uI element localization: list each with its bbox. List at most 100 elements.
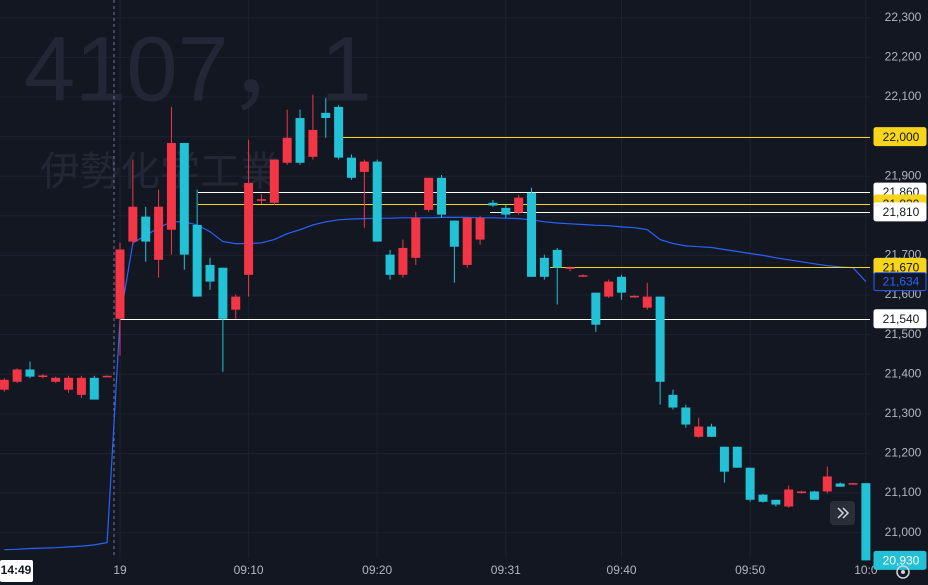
- plot: [0, 94, 871, 561]
- candle-body: [655, 296, 665, 382]
- candle-body: [102, 375, 112, 378]
- y-tick-label: 22,100: [885, 89, 922, 103]
- candle-body: [694, 426, 704, 437]
- candle-body: [591, 292, 601, 325]
- price-tag-label: 21,810: [883, 205, 920, 219]
- candle-body: [218, 267, 228, 319]
- candle-body: [552, 249, 562, 268]
- candle-body: [617, 276, 627, 293]
- candle-body: [179, 142, 189, 255]
- scroll-button[interactable]: [830, 501, 855, 525]
- candle-body: [115, 249, 125, 319]
- x-tick-label: 09:20: [362, 563, 392, 577]
- x-tick-label: 19: [113, 563, 127, 577]
- candle-body: [604, 281, 614, 297]
- price-tag-label: 20,930: [883, 554, 920, 568]
- candle-body: [346, 157, 356, 178]
- candle-body: [835, 483, 845, 487]
- candle-body: [514, 197, 524, 213]
- candle-body: [527, 192, 537, 277]
- x-tick-label: 09:10: [234, 563, 264, 577]
- candle-body: [539, 257, 549, 277]
- candle-body: [372, 161, 382, 242]
- y-tick-label: 21,000: [885, 525, 922, 539]
- candle-body: [282, 137, 292, 163]
- candle-body: [256, 199, 266, 201]
- candle-body: [771, 499, 781, 505]
- candle-body: [308, 129, 318, 157]
- candle-body: [385, 254, 395, 275]
- candle-body: [334, 106, 344, 158]
- price-tag: [873, 272, 927, 292]
- price-tag-label: 21,540: [883, 312, 920, 326]
- watermark-code: 4107，1: [24, 18, 372, 120]
- candle-body: [205, 264, 215, 282]
- candle-body: [437, 177, 446, 215]
- candle-body: [0, 379, 9, 390]
- candle-body: [629, 295, 639, 298]
- candle-body: [12, 369, 22, 382]
- price-tag: [873, 309, 927, 329]
- time-tag: [0, 560, 33, 582]
- y-tick-label: 21,200: [885, 446, 922, 460]
- candle-body: [758, 494, 768, 502]
- y-tick-label: 21,900: [885, 168, 922, 182]
- candle-body: [141, 216, 151, 242]
- x-tick-label: 10:0: [854, 563, 878, 577]
- candle-body: [449, 220, 459, 247]
- candle-body: [244, 182, 254, 275]
- candle-body: [797, 491, 807, 494]
- candle-body: [154, 206, 164, 260]
- candle-body: [809, 491, 819, 500]
- settings-icon[interactable]: [896, 565, 910, 579]
- x-tick-label: 09:50: [735, 563, 765, 577]
- candle-body: [745, 467, 755, 500]
- candle-body: [128, 206, 138, 242]
- candle-body: [295, 118, 305, 163]
- candle-body: [76, 377, 86, 395]
- scroll-icon[interactable]: [837, 507, 850, 519]
- candle-body: [707, 426, 717, 437]
- candle-body: [719, 446, 729, 472]
- candle-body: [565, 267, 575, 269]
- candle-body: [38, 375, 48, 378]
- candle-body: [25, 369, 35, 377]
- candle-body: [501, 207, 511, 215]
- y-tick-label: 21,300: [885, 406, 922, 420]
- settings-button[interactable]: [896, 565, 910, 579]
- watermark-name: 伊勢化学工業: [40, 149, 280, 195]
- y-tick-label: 21,100: [885, 485, 922, 499]
- crosshair-time: 14:49: [0, 560, 33, 582]
- candle-body: [398, 247, 408, 275]
- y-tick-label: 21,400: [885, 366, 922, 380]
- candle-body: [861, 483, 871, 561]
- candle-body: [462, 217, 472, 265]
- candle-body: [488, 202, 498, 206]
- candle-body: [642, 296, 652, 308]
- price-tag-label: 21,670: [883, 260, 920, 274]
- y-tick-label: 22,200: [885, 50, 922, 64]
- y-tick-label: 21,500: [885, 327, 922, 341]
- price-tag: [873, 127, 927, 147]
- candle-body: [784, 489, 794, 507]
- candle-body: [424, 177, 434, 210]
- candle-body: [848, 483, 858, 485]
- candle-body: [681, 407, 691, 425]
- price-tag-label: 21,634: [883, 275, 920, 289]
- candle-body: [668, 394, 678, 408]
- x-tick-label: 09:40: [607, 563, 637, 577]
- candle-body: [475, 217, 485, 240]
- price-tag: [873, 202, 927, 222]
- settings-icon-core[interactable]: [901, 570, 905, 574]
- x-tick-label: 09:31: [491, 563, 521, 577]
- price-axis: 22,30022,20022,10022,00021,90021,80021,7…: [113, 10, 927, 577]
- time-tag-label: 14:49: [1, 563, 32, 577]
- candle-body: [822, 476, 832, 492]
- candle-body: [166, 142, 176, 230]
- candle-body: [192, 224, 202, 297]
- y-tick-label: 22,300: [885, 10, 922, 24]
- candle-body: [411, 217, 421, 258]
- candle-body: [732, 446, 742, 468]
